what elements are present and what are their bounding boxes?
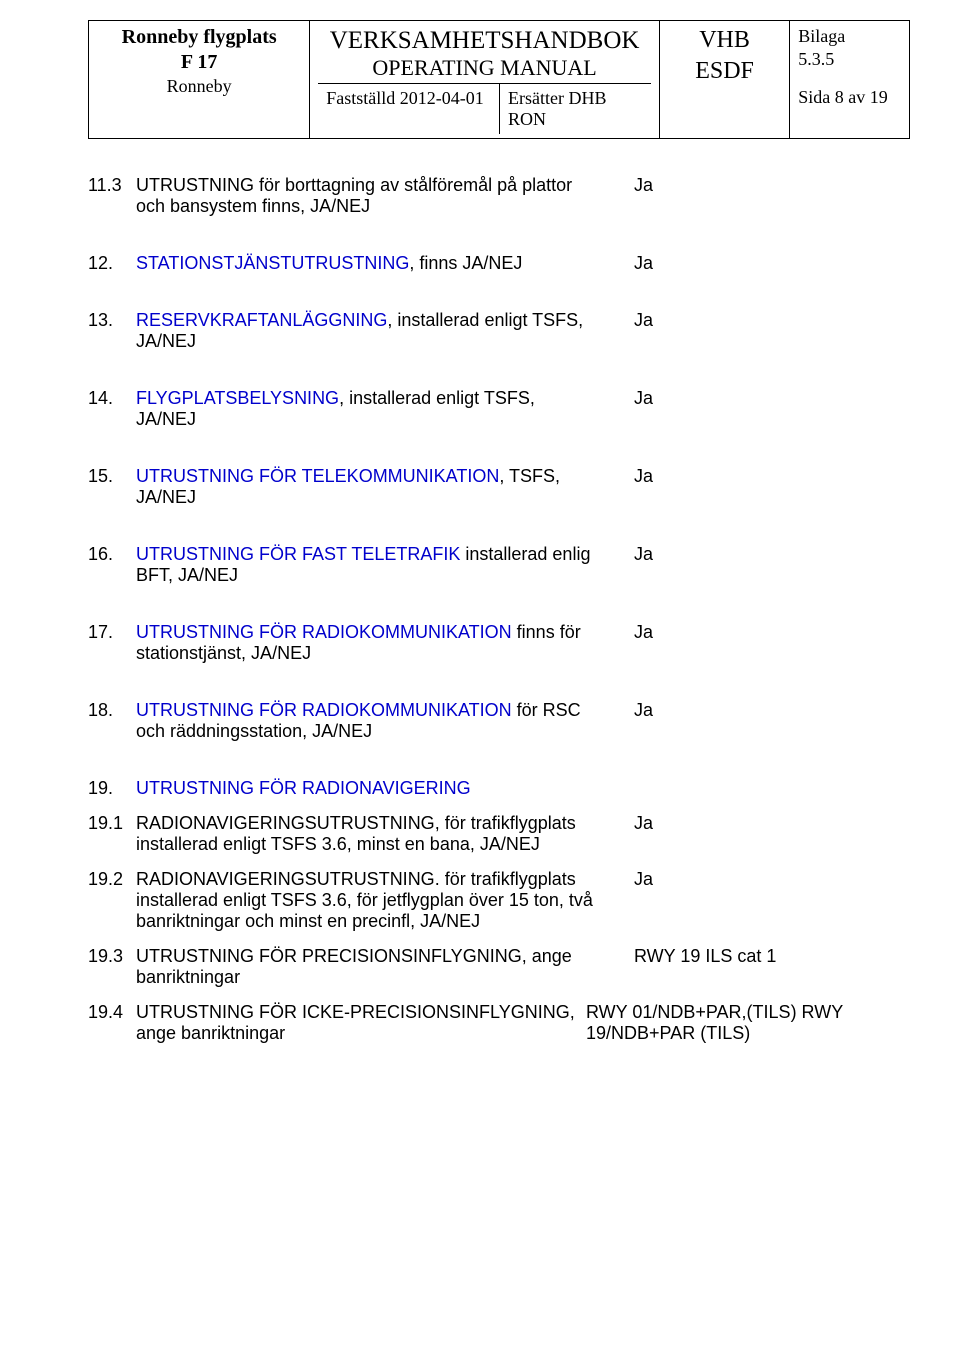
doc-title-sv: VERKSAMHETSHANDBOK [322,27,647,55]
item-link[interactable]: FLYGPLATSBELYSNING [136,388,339,408]
item-number: 19.3 [88,946,136,967]
item-description: UTRUSTNING FÖR TELEKOMMUNIKATION, TSFS, … [136,466,606,508]
item-answer: Ja [606,388,910,409]
item-description: FLYGPLATSBELYSNING, installerad enligt T… [136,388,606,430]
item-number: 18. [88,700,136,721]
item-18: 18. UTRUSTNING FÖR RADIOKOMMUNIKATION fö… [88,700,910,742]
item-answer: Ja [606,253,910,274]
header-middle: VERKSAMHETSHANDBOK OPERATING MANUAL Fast… [310,21,660,139]
item-description: UTRUSTNING FÖR RADIOKOMMUNIKATION finns … [136,622,606,664]
content: 11.3 UTRUSTNING för borttagning av stålf… [88,175,910,1044]
item-link[interactable]: UTRUSTNING FÖR RADIONAVIGERING [136,778,471,798]
item-17: 17. UTRUSTNING FÖR RADIOKOMMUNIKATION fi… [88,622,910,664]
item-19: 19. UTRUSTNING FÖR RADIONAVIGERING [88,778,910,799]
item-answer: Ja [606,175,910,196]
item-number: 17. [88,622,136,643]
item-description: UTRUSTNING FÖR RADIOKOMMUNIKATION för RS… [136,700,606,742]
item-link[interactable]: RESERVKRAFTANLÄGGNING [136,310,387,330]
header-code: VHB ESDF [659,21,789,139]
item-answer: Ja [606,466,910,487]
item-answer: RWY 19 ILS cat 1 [606,946,910,967]
item-16: 16. UTRUSTNING FÖR FAST TELETRAFIK insta… [88,544,910,586]
established-date: Fastställd 2012-04-01 [318,84,500,134]
item-number: 12. [88,253,136,274]
item-12: 12. STATIONSTJÄNSTUTRUSTNING, finns JA/N… [88,253,910,274]
item-answer: Ja [606,622,910,643]
item-link[interactable]: UTRUSTNING FÖR RADIOKOMMUNIKATION [136,700,512,720]
item-13: 13. RESERVKRAFTANLÄGGNING, installerad e… [88,310,910,352]
appendix-number: 5.3.5 [798,48,901,71]
appendix-label: Bilaga [798,25,901,48]
location: Ronneby [97,75,301,98]
item-answer: Ja [606,310,910,331]
item-number: 19.4 [88,1002,136,1023]
item-description: UTRUSTNING FÖR RADIONAVIGERING [136,778,606,799]
document-header: Ronneby flygplats F 17 Ronneby VERKSAMHE… [88,20,910,139]
item-number: 13. [88,310,136,331]
header-left: Ronneby flygplats F 17 Ronneby [89,21,310,139]
code-esdf: ESDF [668,56,781,87]
page-number: Sida 8 av 19 [798,86,901,109]
airport-name: Ronneby flygplats [97,25,301,50]
item-description: UTRUSTNING FÖR FAST TELETRAFIK installer… [136,544,606,586]
item-answer: RWY 01/NDB+PAR,(TILS) RWY 19/NDB+PAR (TI… [586,1002,910,1044]
item-description: STATIONSTJÄNSTUTRUSTNING, finns JA/NEJ [136,253,606,274]
item-14: 14. FLYGPLATSBELYSNING, installerad enli… [88,388,910,430]
item-description: RESERVKRAFTANLÄGGNING, installerad enlig… [136,310,606,352]
item-19-2: 19.2 RADIONAVIGERINGSUTRUSTNING. för tra… [88,869,910,932]
item-description: RADIONAVIGERINGSUTRUSTNING. för trafikfl… [136,869,606,932]
page: Ronneby flygplats F 17 Ronneby VERKSAMHE… [0,0,960,1098]
item-19-1: 19.1 RADIONAVIGERINGSUTRUSTNING, för tra… [88,813,910,855]
item-description: UTRUSTNING FÖR PRECISIONSINFLYGNING, ang… [136,946,606,988]
item-link[interactable]: UTRUSTNING FÖR FAST TELETRAFIK [136,544,460,564]
code-vhb: VHB [668,25,781,56]
doc-title-en: OPERATING MANUAL [322,55,647,81]
item-19-3: 19.3 UTRUSTNING FÖR PRECISIONSINFLYGNING… [88,946,910,988]
item-number: 11.3 [88,175,136,196]
item-number: 19.1 [88,813,136,834]
item-15: 15. UTRUSTNING FÖR TELEKOMMUNIKATION, TS… [88,466,910,508]
item-answer: Ja [606,544,910,565]
item-answer: Ja [606,869,910,890]
item-description: UTRUSTNING FÖR ICKE-PRECISIONSINFLYGNING… [136,1002,586,1044]
unit-code: F 17 [97,50,301,75]
item-number: 19. [88,778,136,799]
item-number: 16. [88,544,136,565]
item-description: RADIONAVIGERINGSUTRUSTNING, för trafikfl… [136,813,606,855]
item-answer: Ja [606,700,910,721]
item-link[interactable]: UTRUSTNING FÖR RADIOKOMMUNIKATION [136,622,512,642]
item-answer: Ja [606,813,910,834]
item-number: 15. [88,466,136,487]
item-19-4: 19.4 UTRUSTNING FÖR ICKE-PRECISIONSINFLY… [88,1002,910,1044]
item-11-3: 11.3 UTRUSTNING för borttagning av stålf… [88,175,910,217]
replaces: Ersätter DHB RON [500,84,651,134]
item-description: UTRUSTNING för borttagning av stålföremå… [136,175,606,217]
item-link[interactable]: STATIONSTJÄNSTUTRUSTNING [136,253,409,273]
item-number: 14. [88,388,136,409]
header-right: Bilaga 5.3.5 Sida 8 av 19 [790,21,910,139]
item-number: 19.2 [88,869,136,890]
item-link[interactable]: UTRUSTNING FÖR TELEKOMMUNIKATION [136,466,499,486]
